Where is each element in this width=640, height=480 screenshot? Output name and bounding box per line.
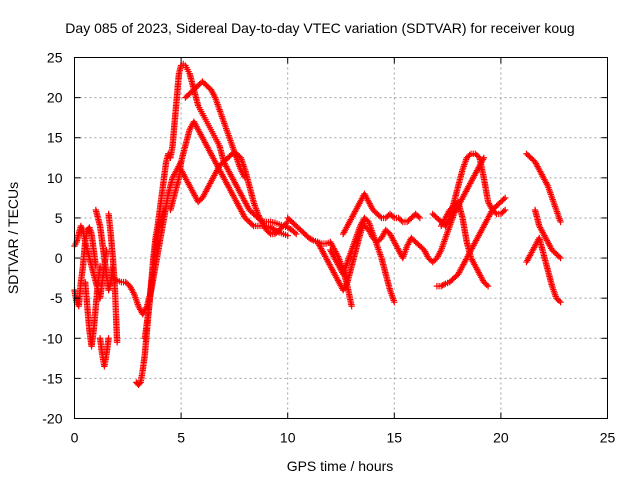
series-arc12 bbox=[182, 78, 249, 182]
data-point-interp bbox=[555, 297, 563, 305]
ticks: 0 5 10 15 20 25 -20 -15 -10 -5 0 5 10 15 20 25 bbox=[42, 50, 615, 446]
series-arc3 bbox=[81, 262, 104, 350]
data-point bbox=[557, 298, 564, 306]
data-point bbox=[484, 282, 492, 290]
x-tick-label: 15 bbox=[387, 430, 403, 446]
series-arc9 bbox=[141, 206, 168, 342]
data-point-interp bbox=[136, 380, 143, 387]
data-point bbox=[284, 232, 291, 239]
y-tick-label: -15 bbox=[42, 370, 62, 386]
data-point-interp bbox=[291, 229, 299, 236]
data-point-interp bbox=[555, 253, 563, 260]
data-point bbox=[391, 298, 398, 306]
data-point-interp bbox=[415, 213, 422, 220]
data-point-interp bbox=[398, 217, 405, 224]
series-arc20 bbox=[438, 198, 492, 290]
data-point-interp bbox=[308, 236, 316, 243]
y-tick-label: 20 bbox=[47, 90, 63, 106]
plot-frame bbox=[74, 57, 608, 419]
x-tick-label: 10 bbox=[280, 430, 296, 446]
y-tick-label: 15 bbox=[47, 130, 63, 146]
y-tick-label: 10 bbox=[47, 170, 63, 186]
series-arc22 bbox=[523, 234, 564, 306]
data-point-interp bbox=[483, 281, 490, 288]
y-tick-label: -10 bbox=[42, 330, 62, 346]
data-point-interp bbox=[266, 229, 273, 236]
data-point bbox=[348, 302, 355, 310]
x-tick-label: 20 bbox=[493, 430, 509, 446]
data-point-interp bbox=[500, 196, 507, 203]
data-point-interp bbox=[248, 221, 256, 228]
chart-title: Day 085 of 2023, Sidereal Day-to-day VTE… bbox=[65, 20, 574, 36]
y-tick-label: -5 bbox=[50, 290, 63, 306]
x-tick-label: 0 bbox=[71, 430, 79, 446]
series-arc5 bbox=[96, 335, 112, 370]
data-point bbox=[105, 335, 112, 342]
data-point-interp bbox=[500, 208, 507, 215]
data-point bbox=[557, 218, 564, 226]
data-point bbox=[501, 206, 509, 214]
data-point bbox=[241, 174, 249, 182]
series-arc15 bbox=[327, 214, 398, 306]
data-point-interp bbox=[376, 213, 384, 220]
data-point-interp bbox=[466, 151, 473, 159]
series-arc23 bbox=[531, 206, 564, 262]
y-tick-label: -20 bbox=[42, 411, 62, 427]
series-arc11 bbox=[177, 150, 291, 238]
series-arc16 bbox=[339, 190, 424, 238]
data-point bbox=[293, 230, 300, 238]
data-point-interp bbox=[112, 276, 119, 283]
series-arc2 bbox=[71, 224, 100, 310]
series-arc21 bbox=[523, 150, 564, 226]
x-tick-label: 25 bbox=[600, 430, 616, 446]
data-points bbox=[71, 60, 564, 389]
data-point bbox=[160, 206, 168, 214]
y-tick-label: 0 bbox=[55, 250, 63, 266]
x-axis-label: GPS time / hours bbox=[287, 458, 394, 474]
series-arc19 bbox=[433, 194, 509, 290]
data-point-interp bbox=[389, 213, 397, 220]
data-point bbox=[501, 194, 509, 202]
y-axis-label: SDTVAR / TECUs bbox=[5, 182, 21, 294]
data-point-interp bbox=[227, 151, 235, 159]
data-point bbox=[416, 214, 424, 222]
y-tick-label: 5 bbox=[55, 210, 63, 226]
data-point bbox=[113, 339, 121, 346]
y-tick-label: 25 bbox=[47, 50, 63, 66]
x-tick-label: 5 bbox=[177, 430, 185, 446]
data-point bbox=[557, 254, 564, 262]
data-point-interp bbox=[440, 281, 448, 288]
data-point-interp bbox=[283, 220, 290, 227]
